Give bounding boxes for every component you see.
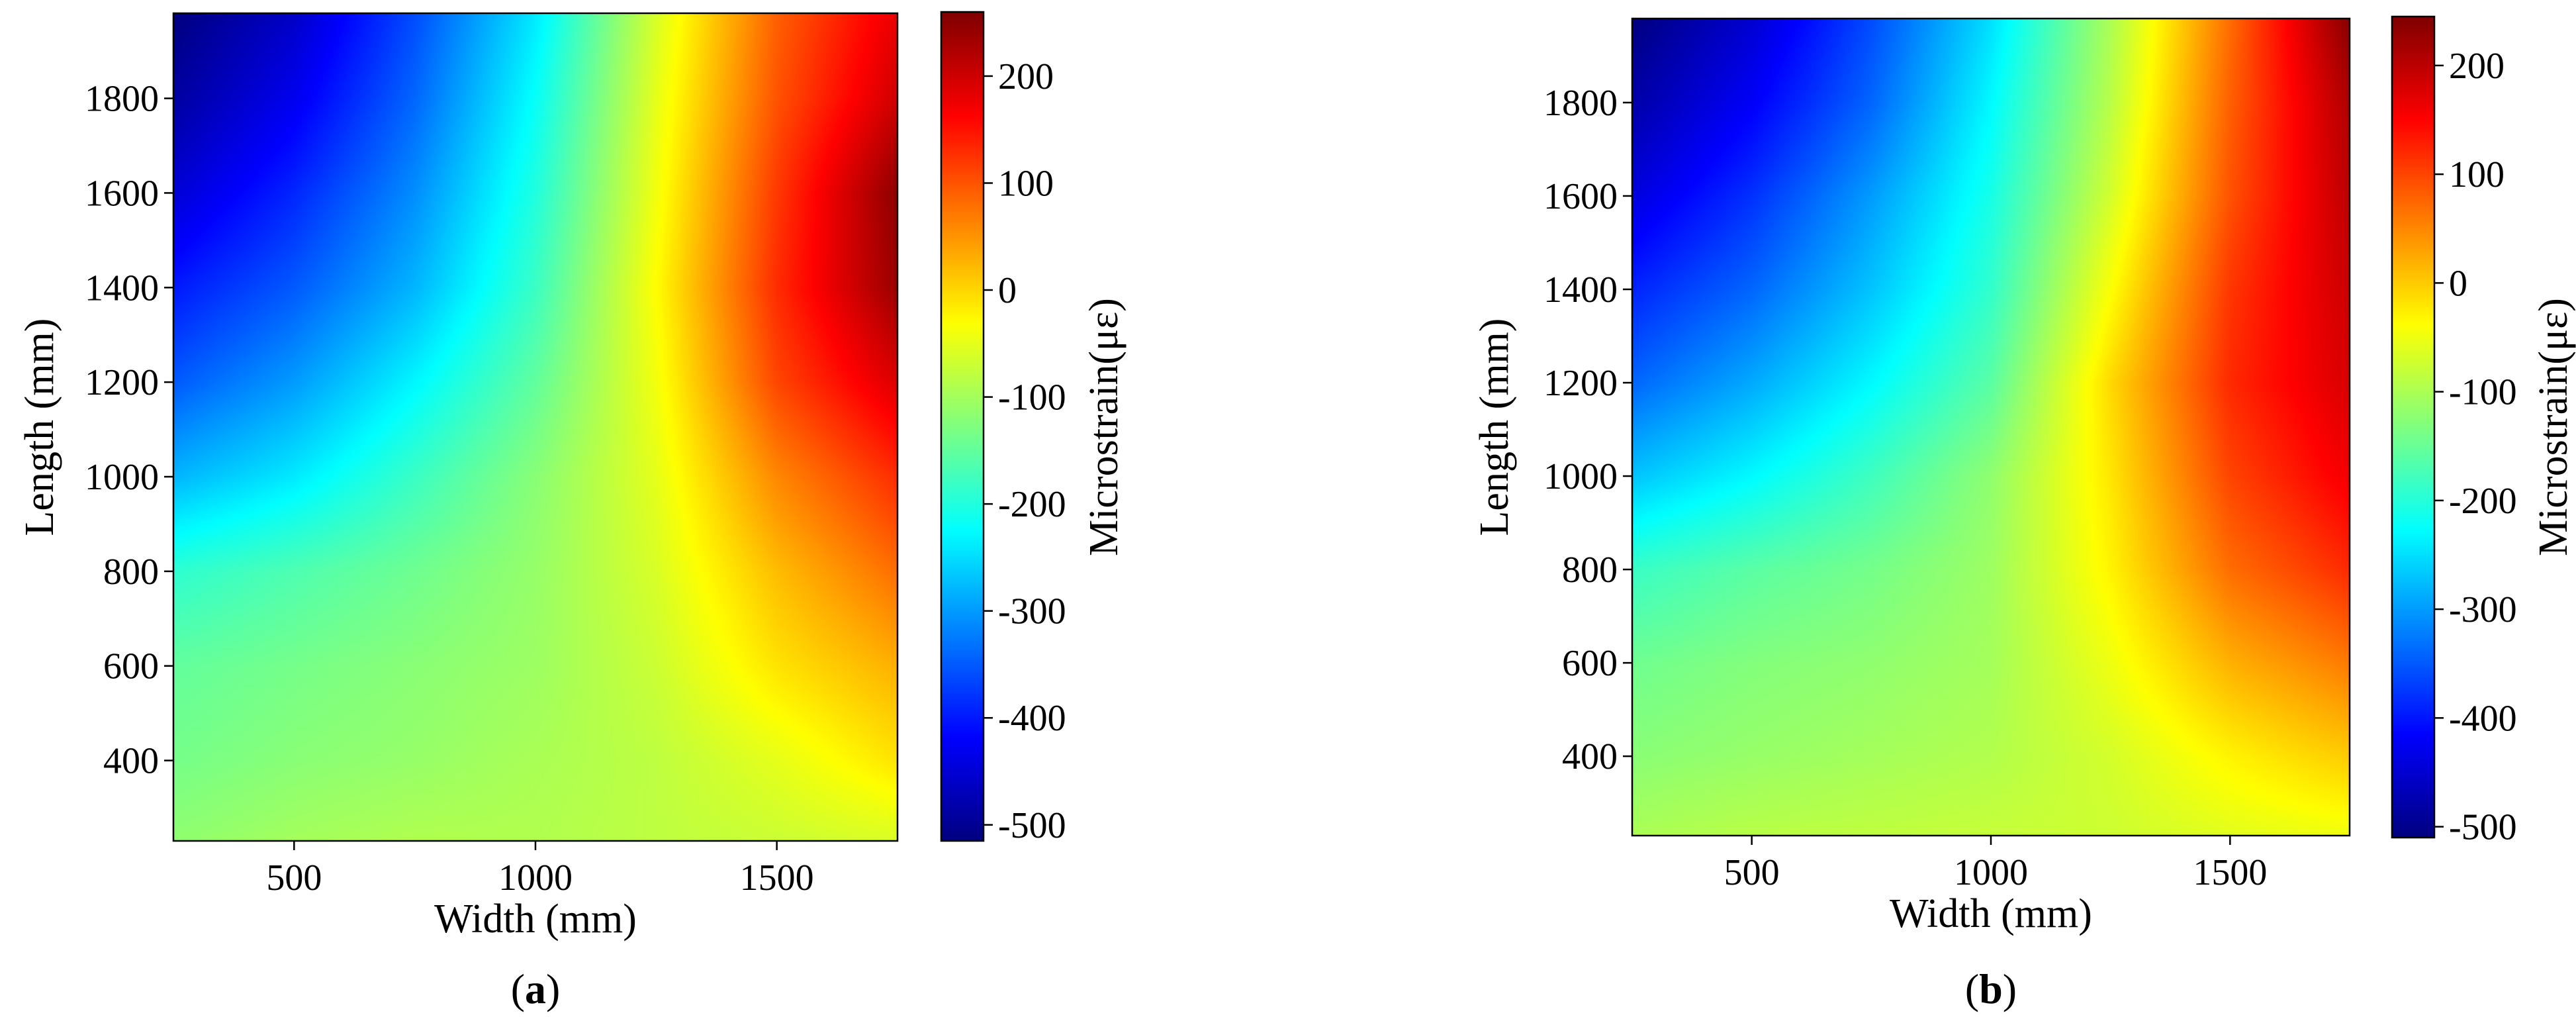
colorbar-frame-a (940, 11, 985, 842)
y-ticks-a: 400 600 800 1000 1200 1400 1600 1800 (85, 79, 173, 782)
x-axis-label-b: Width (mm) (1890, 891, 2092, 936)
x-ticks-a: 500 1000 1500 (266, 841, 814, 899)
colorbar-tick-label: -300 (998, 591, 1066, 632)
y-tick-label: 1000 (85, 457, 159, 498)
heatmap-a (173, 13, 897, 841)
x-tick-label: 500 (266, 857, 322, 899)
panel-caption-a: (a) (511, 965, 561, 1012)
colorbar-label-b: Microstrain(με) (2531, 298, 2576, 556)
colorbar-tick-label: -300 (2449, 589, 2517, 630)
y-axis-label-a: Length (mm) (17, 318, 62, 536)
x-tick-label: 1500 (2193, 852, 2267, 893)
x-tick-label: 500 (1724, 852, 1780, 893)
colorbar-tick-label: -100 (2449, 372, 2517, 413)
colorbar-tick-label: 0 (998, 270, 1017, 311)
y-tick-label: 1600 (1543, 176, 1618, 217)
colorbar-ticks-a: 200 100 0 -100 -200 -300 -400 -500 (984, 56, 1066, 846)
y-tick-label: 1200 (1543, 363, 1618, 404)
colorbar-tick-label: 200 (998, 56, 1054, 97)
colorbar-tick-label: 200 (2449, 46, 2505, 87)
colorbar-tick-label: 100 (998, 163, 1054, 204)
colorbar-tick-label: 100 (2449, 154, 2505, 195)
colorbar-label-a: Microstrain(με) (1081, 298, 1127, 556)
y-axis-label-b: Length (mm) (1472, 318, 1517, 536)
colorbar-tick-label: -500 (998, 805, 1066, 846)
colorbar-frame-b (2391, 15, 2436, 839)
x-tick-label: 1000 (1954, 852, 2028, 893)
y-tick-label: 600 (1562, 643, 1618, 684)
y-ticks-b: 400 600 800 1000 1200 1400 1600 1800 (1543, 83, 1632, 777)
y-tick-label: 1800 (1543, 83, 1618, 124)
y-tick-label: 400 (103, 741, 159, 782)
x-ticks-b: 500 1000 1500 (1724, 836, 2267, 893)
colorbar-tick-label: -400 (2449, 698, 2517, 739)
colorbar-ticks-b: 200 100 0 -100 -200 -300 -400 -500 (2434, 46, 2517, 848)
y-tick-label: 600 (103, 646, 159, 687)
x-tick-label: 1000 (498, 857, 573, 899)
colorbar-a (941, 12, 984, 841)
colorbar-tick-label: -100 (998, 377, 1066, 418)
y-tick-label: 800 (1562, 550, 1618, 591)
colorbar-tick-label: 0 (2449, 263, 2467, 304)
panel-caption-b: (b) (1965, 965, 2017, 1012)
y-tick-label: 1600 (85, 173, 159, 214)
y-tick-label: 1400 (85, 267, 159, 309)
x-tick-label: 1500 (740, 857, 814, 899)
colorbar-b (2392, 17, 2434, 838)
heatmap-b (1632, 19, 2350, 836)
y-tick-label: 400 (1562, 736, 1618, 777)
x-axis-label-a: Width (mm) (434, 897, 637, 942)
y-tick-label: 1200 (85, 362, 159, 403)
y-tick-label: 800 (103, 552, 159, 593)
colorbar-tick-label: -500 (2449, 807, 2517, 848)
colorbar-tick-label: -200 (2449, 481, 2517, 522)
colorbar-tick-label: -400 (998, 698, 1066, 739)
y-tick-label: 1400 (1543, 269, 1618, 311)
y-tick-label: 1000 (1543, 456, 1618, 497)
colorbar-tick-label: -200 (998, 484, 1066, 525)
y-tick-label: 1800 (85, 79, 159, 120)
